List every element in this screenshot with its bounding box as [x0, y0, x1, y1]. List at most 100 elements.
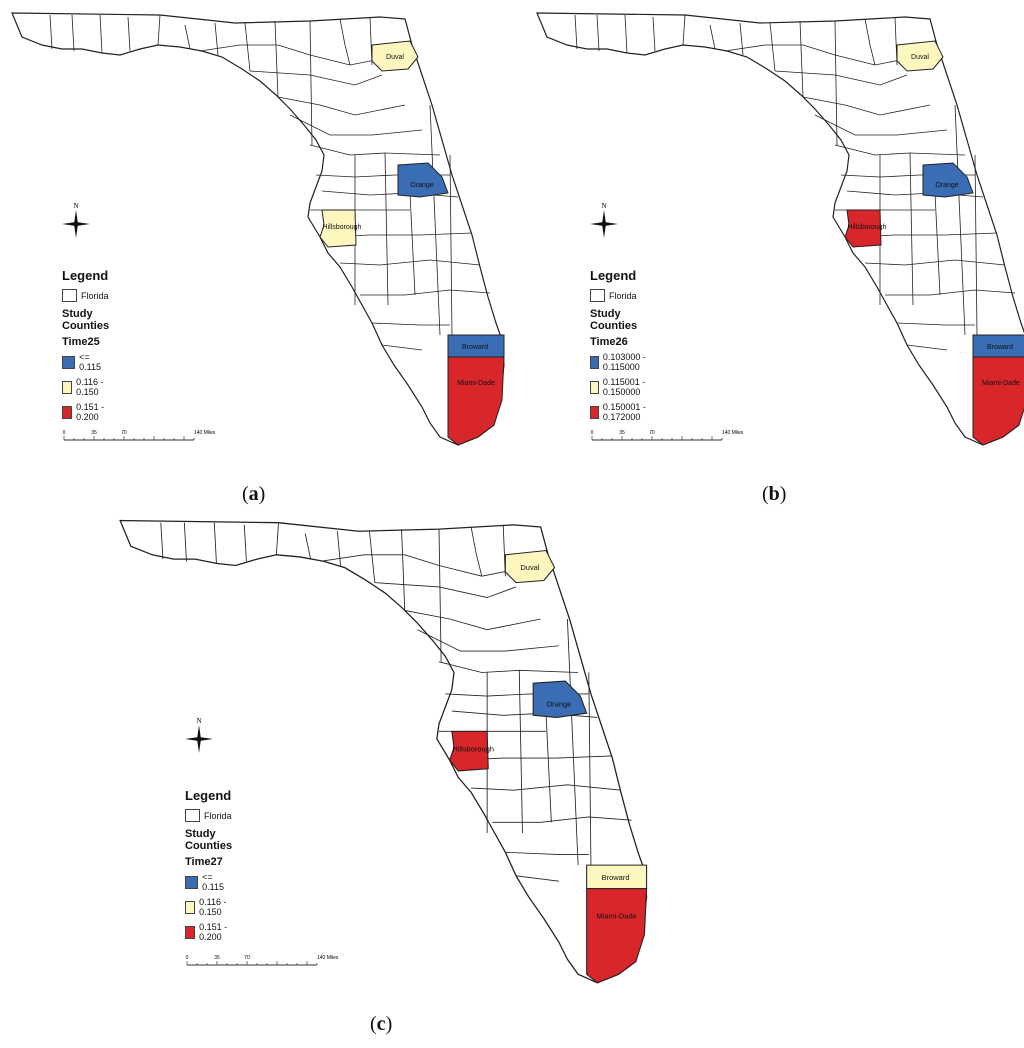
legend-class-high: 0.151 - 0.200: [185, 922, 232, 942]
legend-study-label: Study Counties: [62, 308, 110, 332]
caption-letter: b: [768, 483, 780, 505]
mid-swatch: [185, 900, 196, 914]
county-boundary: [906, 344, 948, 351]
county-boundary: [814, 114, 948, 136]
legend-florida-item: Florida: [590, 289, 647, 302]
county-boundary: [449, 154, 453, 336]
caption-letter: c: [376, 1013, 386, 1035]
legend-field-label: Time27: [185, 856, 223, 868]
county-boundary: [709, 24, 716, 50]
county-boundary: [588, 672, 592, 866]
north-label: N: [73, 202, 78, 210]
scale-bar: 0 35 70 140 Miles: [186, 955, 339, 966]
legend-class-label: 0.151 - 0.200: [199, 922, 228, 942]
scale-tick-label: 70: [121, 430, 127, 436]
scale-tick-label: 35: [91, 430, 97, 436]
county-boundary: [374, 582, 517, 599]
scale-tick-label: 140 Miles: [317, 955, 339, 961]
county-label-orange: Orange: [410, 182, 433, 189]
scale-tick-label: 0: [63, 430, 66, 436]
county-boundary: [574, 14, 578, 50]
county-boundary: [127, 16, 131, 52]
county-orange: [532, 680, 588, 718]
legend-class-mid: 0.115001 - 0.150000: [590, 377, 647, 397]
north-label: N: [601, 202, 606, 210]
north-arrow-icon: N: [590, 202, 618, 238]
county-boundary: [321, 554, 525, 577]
legend: Legend Florida Study Counties Time27 <= …: [185, 788, 232, 947]
legend-field-label: Time25: [62, 336, 100, 348]
florida-outline: [536, 12, 1024, 446]
scale-tick-label: 0: [591, 430, 594, 436]
legend-class-high: 0.151 - 0.200: [62, 402, 109, 422]
north-arrow-icon: N: [62, 202, 90, 238]
county-boundary: [438, 529, 442, 662]
county-boundary: [214, 22, 219, 56]
county-boundary: [545, 713, 552, 823]
legend-class-label: 0.150001 - 0.172000: [602, 402, 646, 422]
high-swatch: [185, 925, 196, 939]
county-boundary: [682, 14, 686, 46]
county-boundary: [596, 14, 600, 52]
legend-study-label: Study Counties: [590, 308, 638, 332]
county-boundary: [289, 114, 423, 136]
county-boundary: [184, 24, 191, 50]
county-miami-dade: [586, 888, 648, 984]
county-boundary: [249, 70, 383, 86]
high-swatch: [590, 405, 599, 419]
county-boundary: [438, 661, 579, 673]
county-boundary: [624, 14, 628, 54]
county-boundary: [417, 629, 559, 652]
county-duval: [504, 549, 556, 584]
county-label-miami-dade: Miami-Dade: [982, 380, 1020, 387]
legend-study-label: Study Counties: [185, 828, 233, 852]
legend-florida-item: Florida: [62, 289, 109, 302]
county-boundary: [774, 70, 908, 86]
caption-open: (: [762, 483, 769, 505]
legend-title: Legend: [590, 268, 637, 283]
legend-title: Legend: [185, 788, 232, 803]
high-swatch: [62, 405, 73, 419]
legend-florida-label: Florida: [204, 810, 232, 821]
county-boundary: [369, 531, 376, 583]
scale-tick-label: 140 Miles: [722, 430, 744, 436]
county-boundary: [309, 144, 441, 156]
county-orange: [922, 162, 974, 198]
legend-class-low: <= 0.115: [185, 872, 232, 892]
caption-close: ): [385, 1013, 393, 1035]
county-boundary: [244, 22, 251, 72]
scale-tick-label: 35: [619, 430, 625, 436]
county-boundary: [243, 524, 247, 562]
county-boundary: [724, 44, 916, 66]
county-boundary: [339, 259, 481, 266]
florida-outline: [119, 519, 648, 984]
legend-title: Legend: [62, 268, 109, 283]
county-label-orange: Orange: [546, 700, 571, 709]
florida-outline: [11, 12, 505, 446]
county-boundary: [896, 322, 975, 326]
county-label-miami-dade: Miami-Dade: [457, 380, 495, 387]
county-boundary: [360, 289, 491, 296]
north-label: N: [196, 717, 201, 725]
legend-class-low: 0.103000 - 0.115000: [590, 352, 647, 372]
county-boundary: [160, 522, 164, 560]
legend-class-label: 0.115001 - 0.150000: [602, 377, 646, 397]
caption-close: ): [779, 483, 787, 505]
county-boundary: [339, 18, 351, 66]
county-boundary: [802, 96, 931, 116]
county-boundary: [71, 14, 75, 52]
county-label-orange: Orange: [935, 182, 958, 189]
legend-class-mid: 0.116 - 0.150: [185, 897, 232, 917]
county-boundary: [275, 522, 279, 555]
county-boundary: [515, 875, 559, 882]
county-boundary: [336, 531, 341, 566]
scale-tick-label: 0: [186, 955, 189, 961]
county-boundary: [834, 20, 838, 146]
county-label-hillsborough: Hillsborough: [323, 224, 362, 231]
panel-caption: (c): [370, 1013, 392, 1036]
county-boundary: [954, 104, 966, 336]
county-boundary: [213, 522, 217, 564]
